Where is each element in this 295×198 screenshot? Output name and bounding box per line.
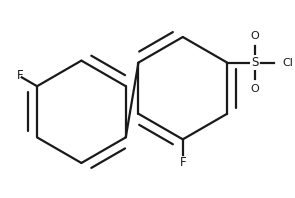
Text: O: O: [250, 31, 259, 41]
Text: Cl: Cl: [282, 58, 293, 68]
Text: O: O: [250, 84, 259, 94]
Text: S: S: [251, 56, 258, 69]
Text: F: F: [179, 156, 186, 169]
Text: F: F: [17, 69, 23, 82]
